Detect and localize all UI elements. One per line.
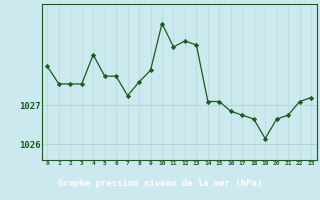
Text: Graphe pression niveau de la mer (hPa): Graphe pression niveau de la mer (hPa) xyxy=(58,179,262,188)
